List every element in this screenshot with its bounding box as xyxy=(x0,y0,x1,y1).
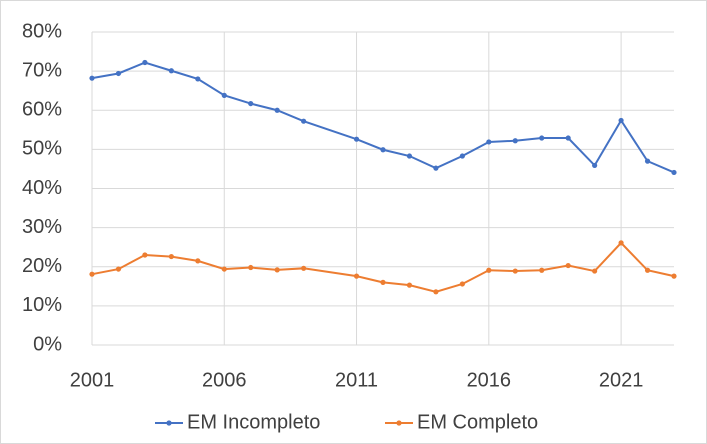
data-point xyxy=(406,153,413,159)
data-point xyxy=(406,282,413,288)
data-point xyxy=(539,135,545,141)
data-point xyxy=(142,59,148,66)
data-point xyxy=(459,153,465,159)
data-point xyxy=(380,279,386,285)
data-point xyxy=(433,165,439,171)
data-point xyxy=(353,136,360,142)
data-point xyxy=(195,258,201,264)
x-tick-label: 2001 xyxy=(70,369,115,391)
data-point xyxy=(115,266,122,272)
data-point xyxy=(301,118,307,124)
data-point xyxy=(565,135,571,141)
data-point xyxy=(248,264,254,271)
data-point xyxy=(142,252,148,258)
data-point xyxy=(433,289,439,295)
legend-marker xyxy=(396,420,402,426)
legend-marker xyxy=(166,420,172,426)
y-tick-label: 20% xyxy=(22,255,62,277)
data-point xyxy=(565,262,571,269)
data-point xyxy=(512,268,518,274)
data-point xyxy=(274,107,280,113)
x-tick-label: 2016 xyxy=(467,369,512,391)
data-point xyxy=(539,267,545,273)
y-tick-label: 30% xyxy=(22,216,62,238)
data-point xyxy=(301,265,307,271)
series-line xyxy=(91,241,675,293)
data-point xyxy=(671,169,677,176)
data-point xyxy=(248,100,254,107)
data-point xyxy=(89,271,95,277)
data-point xyxy=(592,268,598,274)
y-tick-label: 50% xyxy=(22,138,62,160)
data-point xyxy=(486,139,492,145)
data-point xyxy=(486,267,492,273)
data-point xyxy=(353,273,360,279)
data-point xyxy=(380,147,386,153)
data-point xyxy=(195,76,201,82)
y-tick-label: 40% xyxy=(22,177,62,199)
data-point xyxy=(221,92,227,98)
data-point xyxy=(89,75,95,81)
y-tick-label: 0% xyxy=(33,333,62,355)
data-point xyxy=(274,267,280,273)
data-point xyxy=(168,253,174,260)
data-point xyxy=(618,240,624,246)
y-tick-label: 60% xyxy=(22,99,62,121)
data-point xyxy=(512,138,518,144)
data-point xyxy=(115,70,122,77)
x-tick-label: 2021 xyxy=(599,369,644,391)
data-point xyxy=(592,162,598,169)
y-tick-label: 10% xyxy=(22,294,62,316)
data-point xyxy=(459,281,465,287)
x-tick-label: 2011 xyxy=(335,369,378,391)
data-point xyxy=(618,117,624,124)
legend-label: EM Incompleto xyxy=(187,411,320,433)
data-point xyxy=(168,68,174,74)
data-point xyxy=(671,273,677,279)
data-point xyxy=(644,158,651,164)
series-line xyxy=(91,61,675,174)
y-tick-label: 80% xyxy=(22,20,62,42)
data-point xyxy=(221,266,227,272)
x-tick-label: 2006 xyxy=(202,369,247,391)
data-point xyxy=(644,267,651,273)
y-tick-label: 70% xyxy=(22,59,62,81)
legend-label: EM Completo xyxy=(417,411,538,433)
